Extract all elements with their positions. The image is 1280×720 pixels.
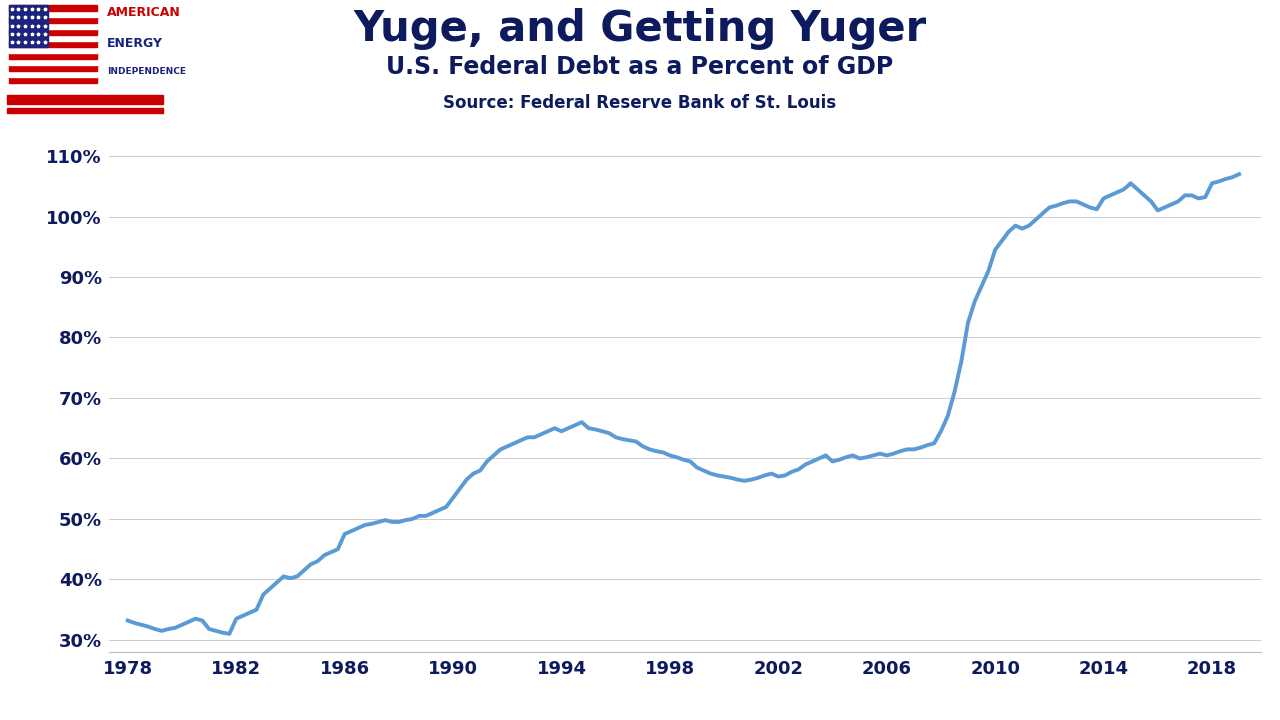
Text: Yuge, and Getting Yuger: Yuge, and Getting Yuger [353, 8, 927, 50]
Bar [9, 11, 97, 17]
Text: Source: Federal Reserve Bank of St. Louis: Source: Federal Reserve Bank of St. Loui… [443, 94, 837, 112]
Bar [9, 53, 97, 59]
Bar [9, 17, 97, 22]
Bar [9, 71, 97, 77]
Bar [9, 22, 97, 29]
Bar [6, 96, 164, 104]
Bar [9, 65, 97, 71]
Bar [9, 41, 97, 47]
Bar [9, 35, 97, 41]
Bar [6, 108, 164, 113]
Text: AMERICAN: AMERICAN [108, 6, 180, 19]
Text: U.S. Federal Debt as a Percent of GDP: U.S. Federal Debt as a Percent of GDP [387, 55, 893, 79]
Bar [9, 29, 97, 35]
Bar [9, 59, 97, 65]
Text: INDEPENDENCE: INDEPENDENCE [108, 67, 186, 76]
Bar [9, 47, 97, 53]
Text: ENERGY: ENERGY [108, 37, 163, 50]
Bar [9, 4, 49, 47]
Bar [9, 4, 97, 11]
Bar [9, 77, 97, 83]
